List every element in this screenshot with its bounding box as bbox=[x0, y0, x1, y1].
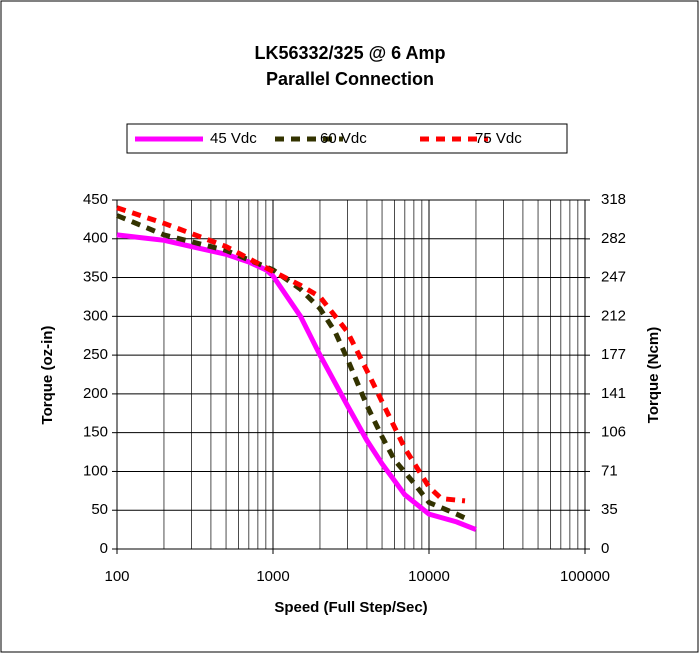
y2-tick-label: 141 bbox=[601, 385, 626, 402]
y-tick-label: 300 bbox=[83, 307, 108, 324]
y-axis-label: Torque (oz-in) bbox=[39, 326, 56, 425]
chart-title: LK56332/325 @ 6 Amp bbox=[255, 43, 446, 63]
plot-border bbox=[116, 199, 586, 550]
y-tick-label: 350 bbox=[83, 269, 108, 286]
series-line bbox=[116, 205, 466, 504]
y-tick-label: 50 bbox=[91, 501, 108, 518]
y-tick-label: 400 bbox=[83, 230, 108, 247]
legend-label: 45 Vdc bbox=[210, 130, 257, 147]
y2-tick-label: 177 bbox=[601, 346, 626, 363]
x-tick-label: 100 bbox=[104, 568, 129, 585]
y-tick-label: 0 bbox=[100, 540, 108, 557]
y-tick-label: 150 bbox=[83, 424, 108, 441]
y2-tick-label: 282 bbox=[601, 230, 626, 247]
x-axis-label: Speed (Full Step/Sec) bbox=[274, 599, 427, 616]
y2-tick-label: 0 bbox=[601, 540, 609, 557]
x-tick-label: 1000 bbox=[256, 568, 289, 585]
y-tick-label: 100 bbox=[83, 462, 108, 479]
series-line bbox=[116, 232, 477, 532]
legend-label: 75 Vdc bbox=[475, 130, 522, 147]
y2-tick-label: 71 bbox=[601, 462, 618, 479]
x-tick-label: 100000 bbox=[560, 568, 610, 585]
y-tick-label: 200 bbox=[83, 385, 108, 402]
x-tick-label: 10000 bbox=[408, 568, 450, 585]
y2-axis-label: Torque (Ncm) bbox=[645, 327, 662, 423]
y2-tick-label: 212 bbox=[601, 307, 626, 324]
y-tick-label: 250 bbox=[83, 346, 108, 363]
chart-subtitle: Parallel Connection bbox=[266, 69, 434, 89]
y2-tick-label: 247 bbox=[601, 269, 626, 286]
plot-area bbox=[117, 200, 585, 549]
legend-label: 60 Vdc bbox=[320, 130, 367, 147]
y2-tick-label: 106 bbox=[601, 424, 626, 441]
y2-tick-label: 35 bbox=[601, 501, 618, 518]
y2-tick-label: 318 bbox=[601, 191, 626, 208]
y-tick-label: 450 bbox=[83, 191, 108, 208]
